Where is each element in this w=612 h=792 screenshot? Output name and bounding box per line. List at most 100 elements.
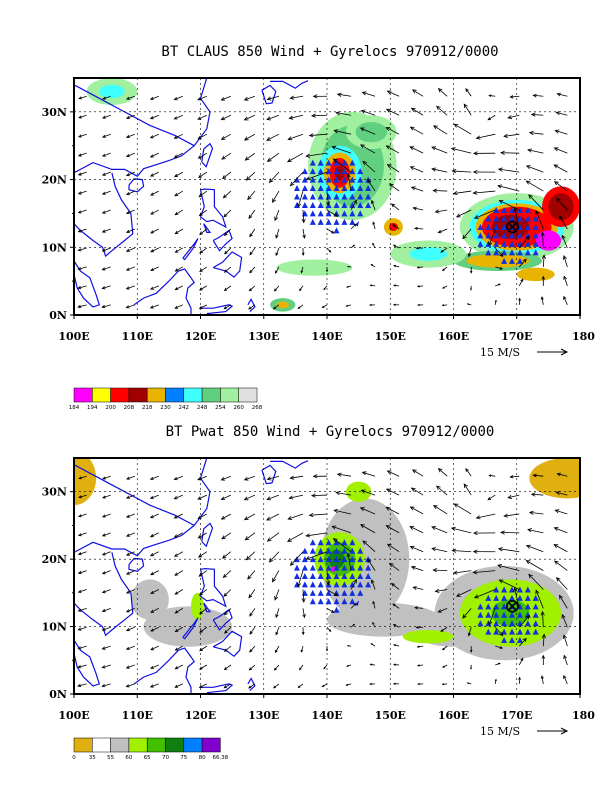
wind-vector <box>101 190 111 195</box>
lon-tick-label: 110E <box>122 330 153 343</box>
wind-vector <box>465 467 472 477</box>
gyreloc-triangle <box>317 218 324 225</box>
wind-vector <box>198 209 208 217</box>
gyreloc-triangle <box>309 218 316 225</box>
wind-vector <box>78 494 87 499</box>
shaded-region <box>402 629 454 644</box>
wind-vector <box>528 510 544 515</box>
gyreloc-triangle <box>293 193 300 200</box>
wind-vector <box>435 105 448 116</box>
wind-vector <box>150 247 159 253</box>
wind-vector <box>223 209 232 218</box>
wind-vector <box>392 624 400 628</box>
wind-vector <box>321 683 328 688</box>
wind-vector <box>509 95 520 99</box>
wind-vector <box>125 589 135 594</box>
shaded-region <box>276 259 353 276</box>
colorbar-label: 80 <box>199 755 206 761</box>
gyreloc-triangle <box>333 606 340 613</box>
wind-vector <box>274 645 280 654</box>
gyreloc-triangle <box>509 586 516 593</box>
wind-vector <box>125 190 135 196</box>
gyreloc-triangle <box>532 603 539 610</box>
gyreloc-triangle <box>333 581 340 588</box>
wind-vector <box>301 627 305 636</box>
wind-vector <box>312 94 328 99</box>
lon-tick-label: 100E <box>58 709 89 722</box>
wind-vector <box>350 223 357 230</box>
wind-vector <box>77 171 87 176</box>
gyreloc-triangle <box>365 573 372 579</box>
wind-vector <box>473 209 496 219</box>
wind-vector <box>221 532 232 540</box>
gyreloc-triangle <box>317 539 324 546</box>
coastline <box>74 172 134 258</box>
coastline <box>203 223 212 233</box>
lon-tick-label: 140E <box>311 330 342 343</box>
wind-vector <box>503 513 520 518</box>
wind-vector <box>393 644 400 647</box>
wind-vector <box>223 664 232 671</box>
coastline <box>74 552 134 637</box>
wind-vector <box>393 663 400 666</box>
wind-vector <box>434 209 448 214</box>
gyreloc-triangle <box>301 556 308 563</box>
wind-vector <box>275 247 280 257</box>
wind-vector <box>370 579 376 590</box>
wind-vector <box>554 509 568 515</box>
wind-vector <box>125 304 135 309</box>
wind-vector <box>101 645 111 650</box>
gyreloc-triangle <box>493 240 500 247</box>
colorbar-label: 184 <box>69 405 80 411</box>
colorbar-label: 248 <box>197 405 208 411</box>
wind-vector <box>386 470 400 477</box>
wind-vector <box>101 266 111 271</box>
lon-tick-label: 110E <box>122 709 153 722</box>
gyreloc-triangle <box>516 594 523 601</box>
gyreloc-triangle <box>333 159 340 166</box>
lon-tick-label: 170E <box>501 709 532 722</box>
wind-vector <box>174 608 183 614</box>
wind-vector <box>102 114 111 119</box>
wind-vector <box>472 151 496 156</box>
wind-vector <box>77 532 87 537</box>
wind-vector <box>150 589 159 594</box>
wind-vector <box>222 570 232 579</box>
gyreloc-triangle <box>493 611 500 618</box>
wind-vector <box>416 285 424 288</box>
gyreloc-triangle <box>309 573 316 579</box>
gyreloc-triangle <box>301 201 308 208</box>
wind-vector <box>77 152 87 157</box>
wind-vector <box>488 94 496 97</box>
wind-vector <box>463 483 472 496</box>
gyreloc-triangle <box>349 201 356 208</box>
wind-vector <box>359 507 376 515</box>
wind-vector <box>289 551 304 566</box>
wind-vector <box>442 645 448 651</box>
wind-vector <box>540 231 545 248</box>
gyreloc-triangle <box>325 589 332 596</box>
gyreloc-triangle <box>493 223 500 230</box>
wind-vector <box>125 551 135 556</box>
wind-vector <box>197 152 208 159</box>
wind-vector <box>310 493 328 498</box>
gyreloc-triangle <box>524 223 531 230</box>
gyreloc-triangle <box>532 215 539 222</box>
wind-vector <box>336 472 352 477</box>
wind-vector <box>326 589 339 597</box>
wind-vector <box>197 494 207 500</box>
wind-vector <box>149 304 159 309</box>
gyreloc-triangle <box>524 215 531 222</box>
wind-vector <box>199 285 208 291</box>
gyreloc-triangle <box>477 240 484 247</box>
wind-vector <box>150 608 159 613</box>
wind-vector <box>559 215 568 230</box>
gyreloc-triangle <box>357 210 364 217</box>
wind-vector <box>125 607 135 613</box>
wind-vector <box>150 570 159 576</box>
colorbar: 184 194 200 208 218 230 242 248 254 260 268 <box>69 387 263 411</box>
wind-vector <box>535 589 544 609</box>
wind-vector <box>500 150 520 155</box>
wind-vector <box>198 190 208 198</box>
wind-vector <box>488 228 496 247</box>
